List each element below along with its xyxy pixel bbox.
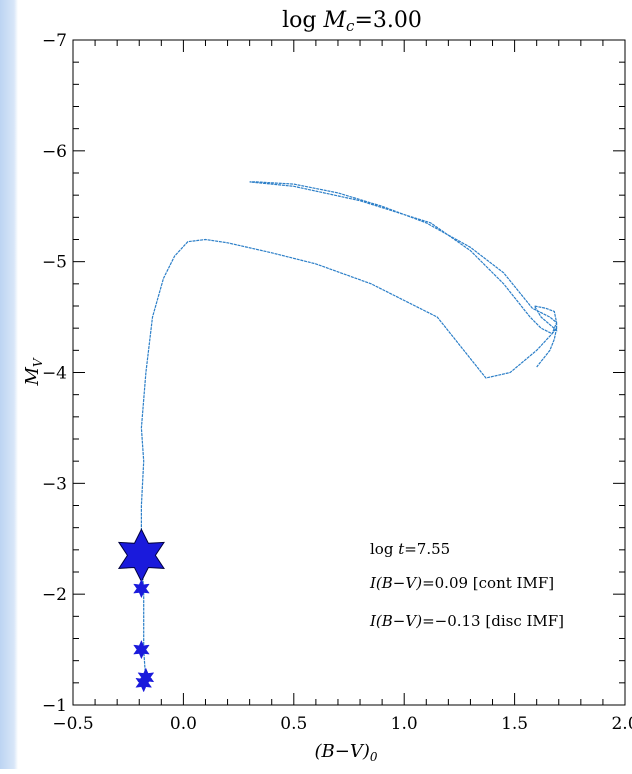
x-tick-label: 1.0 [391, 714, 418, 734]
annotation-log-t-rest: =7.55 [404, 540, 450, 558]
plot-frame [72, 39, 626, 706]
y-tick-label: −7 [42, 31, 67, 51]
y-axis-label: MV [22, 357, 45, 386]
star-marker-large [117, 528, 165, 583]
x-axis-label-main: (B−V) [315, 741, 370, 762]
star-markers [117, 528, 165, 693]
chart-title-suffix: =3.00 [354, 8, 421, 33]
x-axis-label: (B−V)0 [315, 741, 378, 764]
annotation-log-t-var: t [398, 540, 405, 558]
chart-title-prefix: log [282, 8, 323, 33]
x-axis-label-sub: 0 [370, 750, 378, 764]
annotation-cont-imf: I(B−V)=0.09 [cont IMF] [369, 574, 554, 592]
y-tick-label: −1 [42, 696, 67, 716]
annotation-disc-imf-rest: =−0.13 [disc IMF] [422, 612, 564, 630]
annotation-log-t-prefix: log [370, 540, 398, 558]
annotation-disc-imf-var: I(B−V) [369, 612, 422, 630]
y-tick-labels: −7 −6 −5 −4 −3 −2 −1 [42, 31, 67, 716]
x-tick-label: 0.5 [280, 714, 307, 734]
y-tick-label: −3 [42, 474, 67, 494]
annotation-cont-imf-var: I(B−V) [369, 574, 422, 592]
y-tick-label: −5 [42, 253, 67, 273]
x-tick-label: −0.5 [52, 714, 93, 734]
chart-title-var: M [323, 8, 347, 33]
axis-ticks [72, 39, 626, 706]
annotation-cont-imf-rest: =0.09 [cont IMF] [422, 574, 554, 592]
annotation-log-t: log t=7.55 [370, 540, 450, 558]
x-tick-label: 1.5 [501, 714, 528, 734]
star-marker-small [135, 673, 153, 693]
isochrone-line [140, 181, 558, 683]
chart-title-sub: c [346, 17, 355, 35]
star-marker-small [133, 639, 150, 660]
x-tick-label: 0.0 [170, 714, 197, 734]
y-tick-label: −2 [42, 585, 67, 605]
x-tick-label: 2.0 [611, 714, 632, 734]
x-tick-labels: −0.5 0.0 0.5 1.0 1.5 2.0 [52, 714, 632, 734]
y-tick-label: −6 [42, 142, 67, 162]
y-axis-label-sub: V [31, 357, 45, 367]
y-axis-label-main: M [22, 367, 43, 387]
star-marker-small [133, 578, 150, 599]
annotation-disc-imf: I(B−V)=−0.13 [disc IMF] [369, 612, 564, 630]
y-tick-label: −4 [42, 364, 67, 384]
chart-title: log Mc=3.00 [282, 8, 422, 35]
